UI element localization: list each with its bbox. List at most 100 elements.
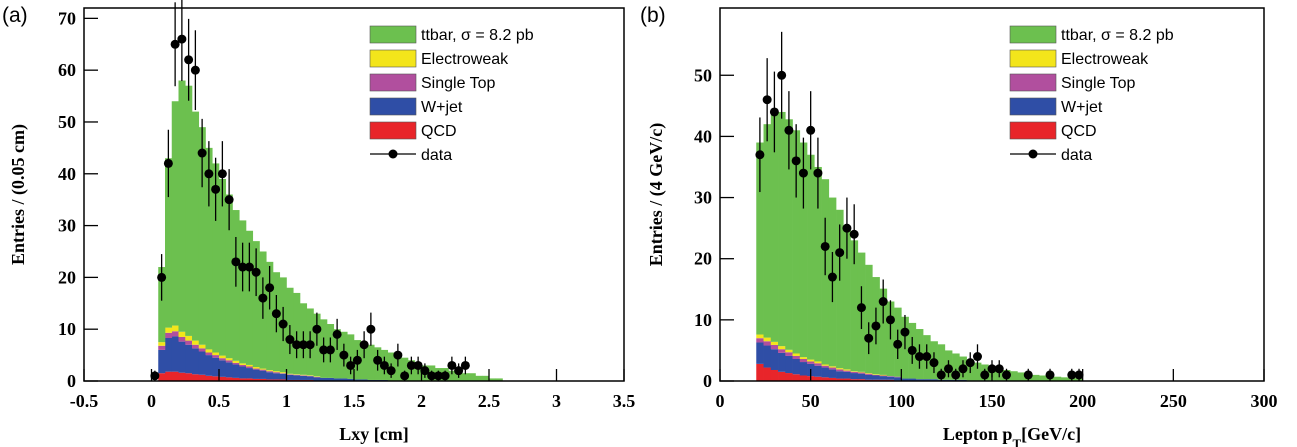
bar-segment: [205, 349, 213, 353]
data-point: [359, 340, 369, 350]
bar-segment: [872, 374, 880, 376]
bar-segment: [770, 349, 779, 370]
legend-swatch: [369, 49, 417, 68]
bar-segment: [171, 101, 179, 326]
bar-segment: [273, 373, 281, 380]
bar-segment: [273, 379, 281, 381]
bar-segment: [814, 376, 822, 381]
bar-segment: [239, 366, 247, 379]
bar-segment: [360, 342, 368, 380]
y-tick-label: 70: [58, 8, 76, 28]
bar-segment: [293, 375, 301, 380]
x-tick-label: 250: [1160, 391, 1187, 411]
bar-segment: [347, 334, 355, 379]
bar-segment: [785, 349, 793, 353]
bar-segment: [843, 228, 851, 370]
y-tick-label: 10: [58, 319, 76, 339]
data-point: [835, 248, 845, 258]
data-point: [958, 364, 968, 374]
y-tick-label: 10: [694, 310, 712, 330]
legend-label: ttbar, σ = 8.2 pb: [421, 27, 534, 44]
data-point: [454, 366, 464, 376]
legend-data-marker: [1028, 149, 1038, 159]
bar-segment: [367, 344, 375, 380]
data-point: [305, 340, 315, 350]
bar-segment: [814, 361, 822, 364]
bar-segment: [252, 369, 260, 379]
bar-segment: [756, 342, 764, 364]
bar-segment: [178, 372, 186, 381]
bar-segment: [273, 372, 281, 374]
data-point: [211, 184, 221, 194]
bar-segment: [778, 346, 786, 350]
bar-segment: [198, 374, 206, 381]
data-point: [258, 293, 268, 303]
bar-segment: [306, 375, 314, 376]
bar-segment: [212, 352, 220, 356]
data-point: [784, 125, 794, 135]
legend-label: data: [1061, 147, 1092, 164]
legend-label: Single Top: [1061, 75, 1136, 92]
bar-segment: [198, 127, 206, 345]
data-point: [820, 241, 830, 251]
bar-segment: [843, 370, 851, 372]
data-point: [319, 345, 329, 355]
bar-segment: [894, 376, 902, 378]
x-axis-label-part: Lxy [cm]: [339, 424, 408, 444]
bar-segment: [778, 111, 786, 347]
bar-segment: [1031, 374, 1040, 381]
legend-label: Single Top: [421, 75, 496, 92]
bar-segment: [756, 142, 764, 335]
bar-segment: [763, 341, 772, 346]
bar-segment: [300, 375, 308, 376]
bar-segment: [778, 349, 786, 353]
bar-segment: [836, 209, 844, 369]
bar-segment: [821, 365, 830, 368]
x-axis-label-part: Lepton p: [943, 424, 1013, 444]
bar-segment: [246, 364, 254, 367]
data-point: [393, 350, 403, 360]
bar-segment: [468, 373, 476, 381]
legend-label: W+jet: [1061, 99, 1103, 116]
data-point: [777, 70, 787, 80]
bar-segment: [850, 373, 859, 380]
bar-segment: [792, 355, 801, 359]
x-tick-label: 1.5: [343, 391, 366, 411]
x-tick-label: 3.5: [613, 391, 636, 411]
bar-segment: [770, 341, 779, 345]
x-tick-label: 100: [888, 391, 915, 411]
bar-segment: [1060, 377, 1069, 381]
bar-segment: [279, 373, 287, 380]
bar-segment: [807, 361, 815, 364]
y-tick-label: 0: [67, 371, 76, 391]
bar-segment: [843, 371, 851, 379]
bar-segment: [1039, 375, 1047, 381]
legend-label: Electroweak: [421, 51, 509, 68]
bar-segment: [908, 378, 917, 381]
bar-segment: [279, 379, 287, 381]
bar-segment: [313, 376, 321, 378]
bar-segment: [475, 375, 483, 381]
bar-segment: [266, 379, 274, 381]
bar-segment: [770, 369, 779, 381]
data-point: [798, 168, 808, 178]
bar-segment: [266, 372, 274, 380]
legend-label: data: [421, 147, 452, 164]
data-point: [265, 283, 275, 293]
bar-segment: [828, 377, 837, 381]
bar-segment: [814, 166, 822, 362]
y-tick-label: 50: [58, 112, 76, 132]
y-tick-label: 20: [694, 249, 712, 269]
bar-segment: [192, 111, 200, 341]
bar-segment: [185, 340, 193, 345]
data-point: [806, 125, 816, 135]
bar-segment: [198, 344, 206, 349]
legend-label: W+jet: [421, 99, 463, 116]
bar-segment: [340, 378, 348, 381]
data-point: [762, 95, 772, 105]
bar-segment: [836, 371, 844, 379]
data-point: [238, 262, 248, 272]
bar-segment: [266, 370, 274, 372]
bar-segment: [857, 371, 866, 373]
bar-segment: [785, 355, 793, 374]
